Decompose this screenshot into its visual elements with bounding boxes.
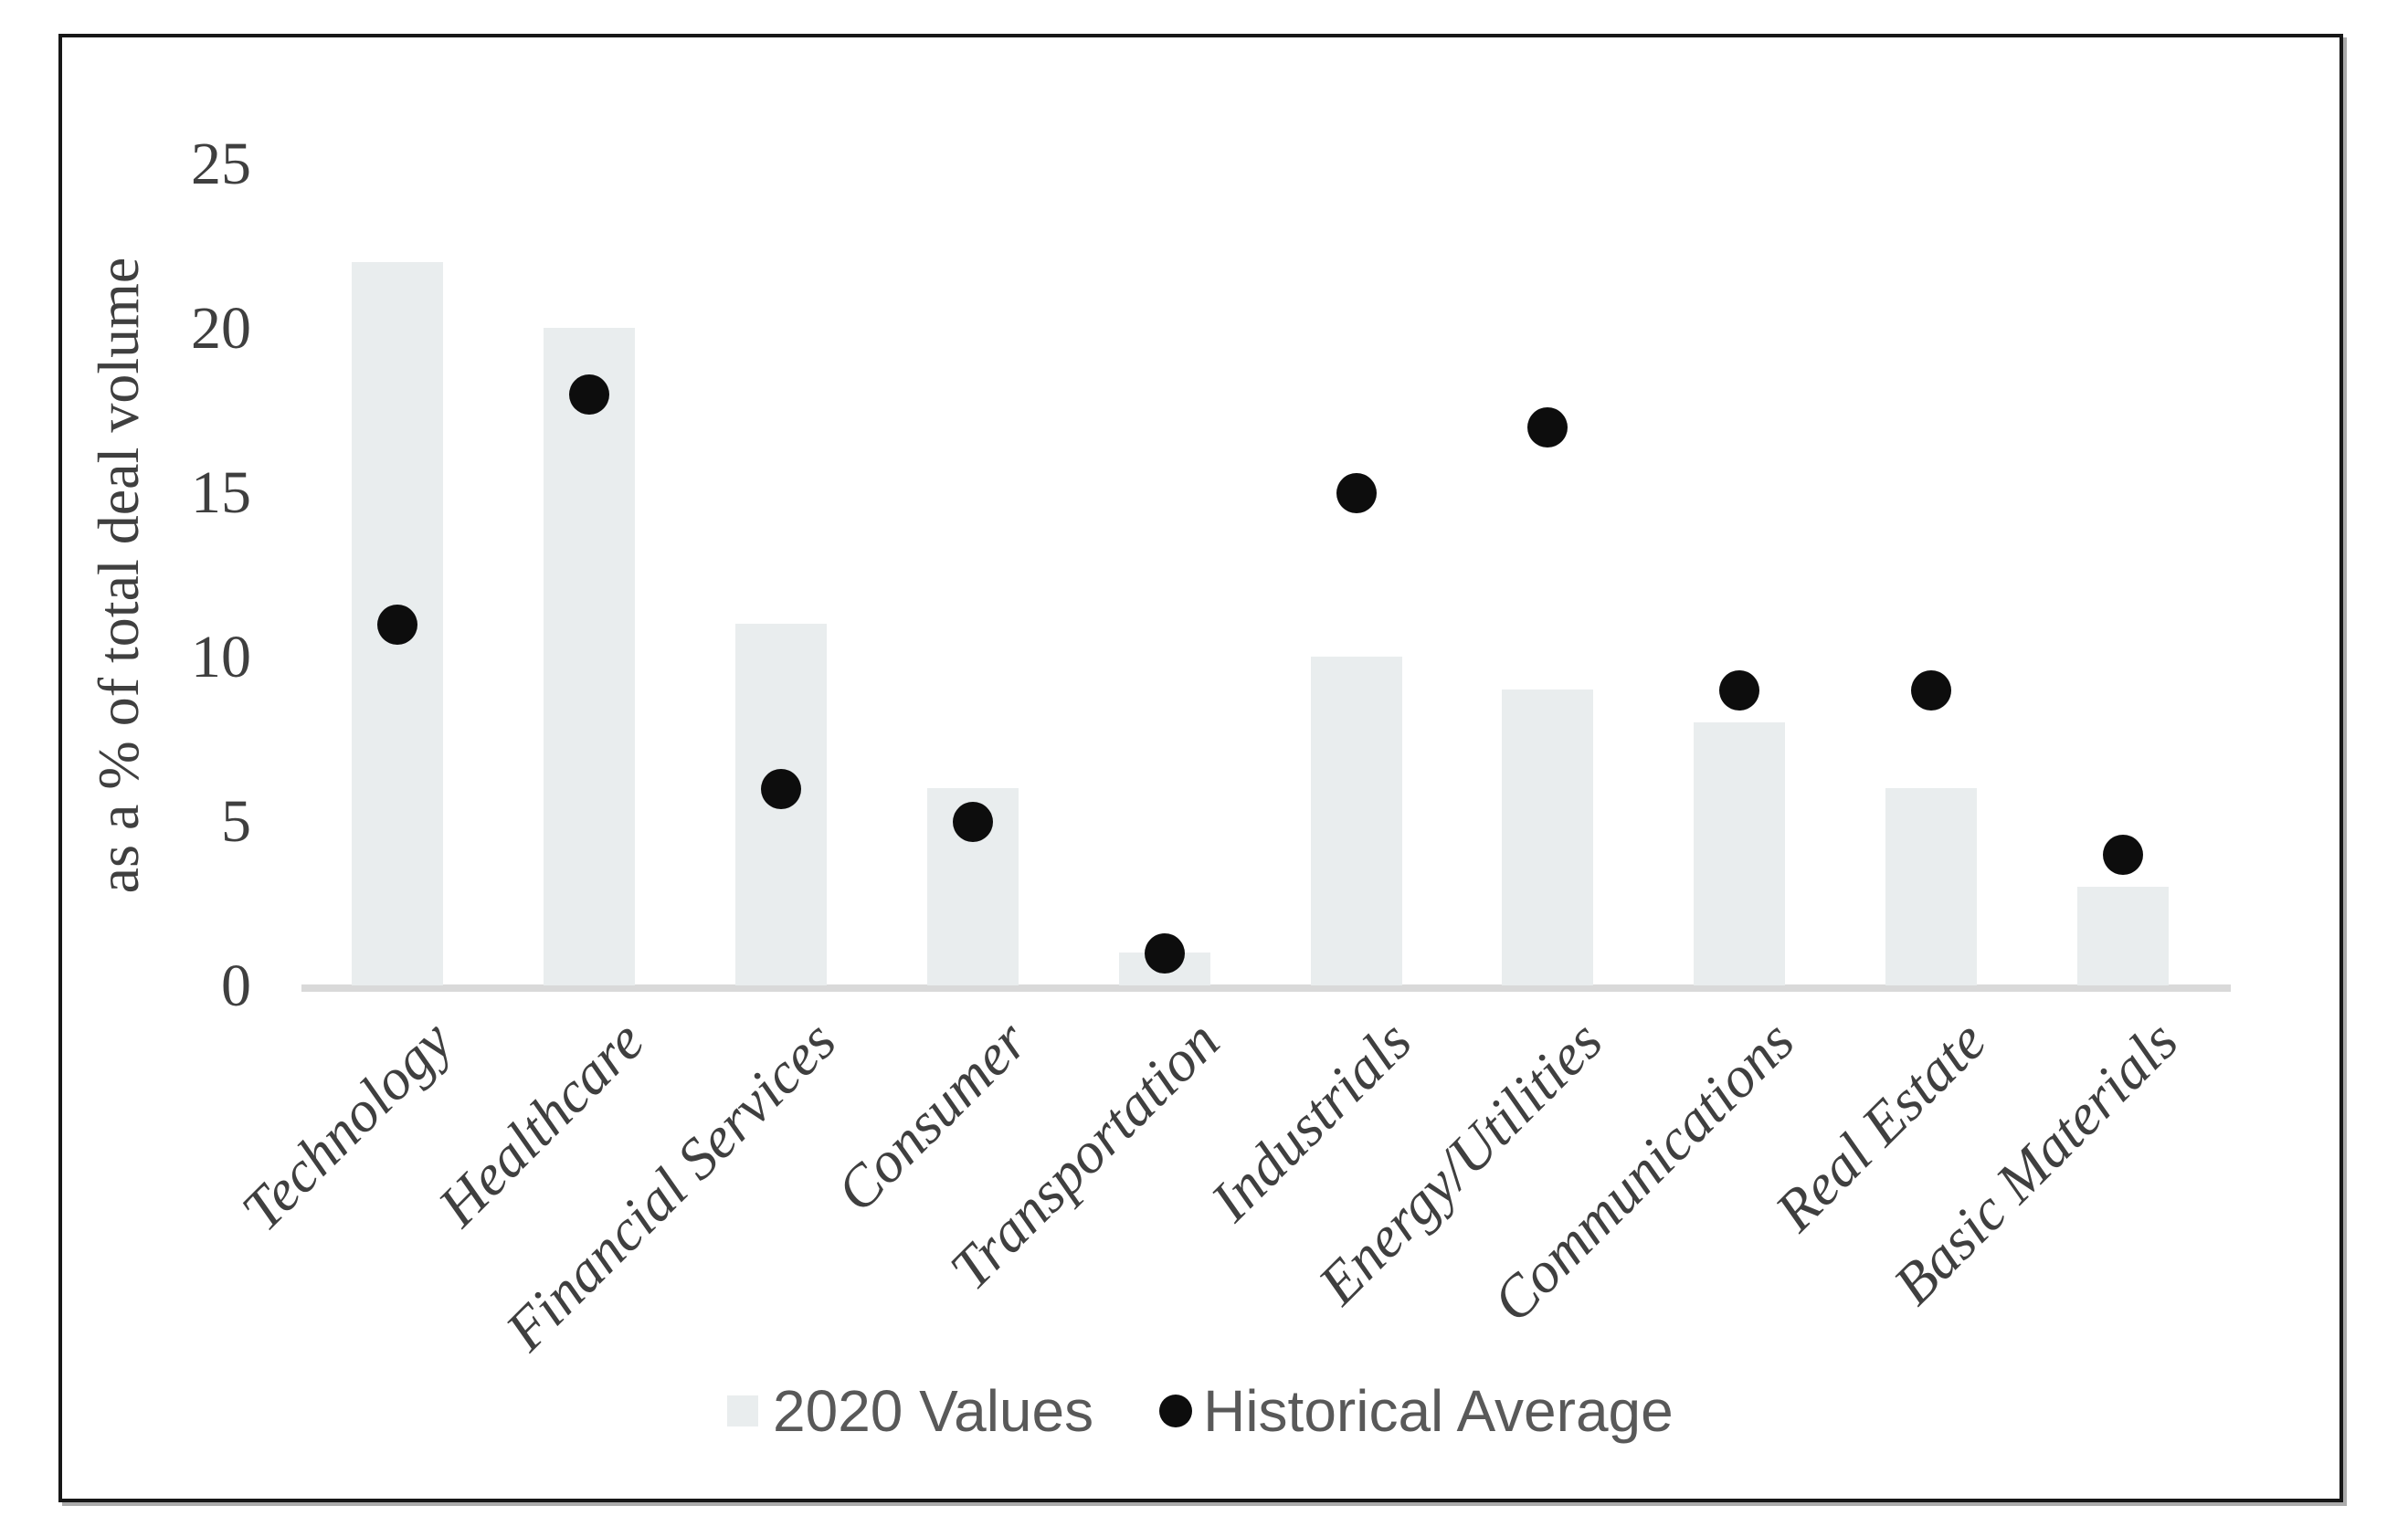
y-tick-20: 20 — [191, 295, 251, 362]
bar-industrials — [1311, 657, 1402, 985]
dot-basic-materials — [2103, 835, 2143, 875]
legend-dot-label: Historical Average — [1203, 1378, 1674, 1444]
x-axis-line — [301, 984, 2231, 992]
bar-communications — [1694, 722, 1785, 985]
y-tick-10: 10 — [191, 624, 251, 690]
dot-financial-services — [761, 769, 801, 809]
legend-dot-swatch-icon — [1159, 1395, 1193, 1427]
bar-energy-utilities — [1502, 690, 1593, 985]
dot-technology — [377, 605, 417, 645]
dot-energy-utilities — [1527, 407, 1568, 447]
dot-communications — [1719, 670, 1759, 711]
y-tick-5: 5 — [221, 788, 251, 855]
legend-bar-swatch-icon — [727, 1395, 758, 1426]
dot-transportation — [1145, 933, 1185, 974]
bar-real-estate — [1885, 788, 1977, 985]
dot-healthcare — [569, 374, 609, 415]
y-tick-15: 15 — [191, 459, 251, 526]
y-tick-25: 25 — [191, 131, 251, 197]
dot-consumer — [953, 802, 993, 842]
bar-basic-materials — [2077, 887, 2169, 985]
bar-healthcare — [544, 328, 635, 985]
dot-industrials — [1336, 473, 1377, 513]
dot-real-estate — [1911, 670, 1951, 711]
y-tick-0: 0 — [221, 953, 251, 1019]
legend: 2020 Values Historical Average — [727, 1377, 1674, 1445]
legend-bar-label: 2020 Values — [773, 1378, 1094, 1444]
